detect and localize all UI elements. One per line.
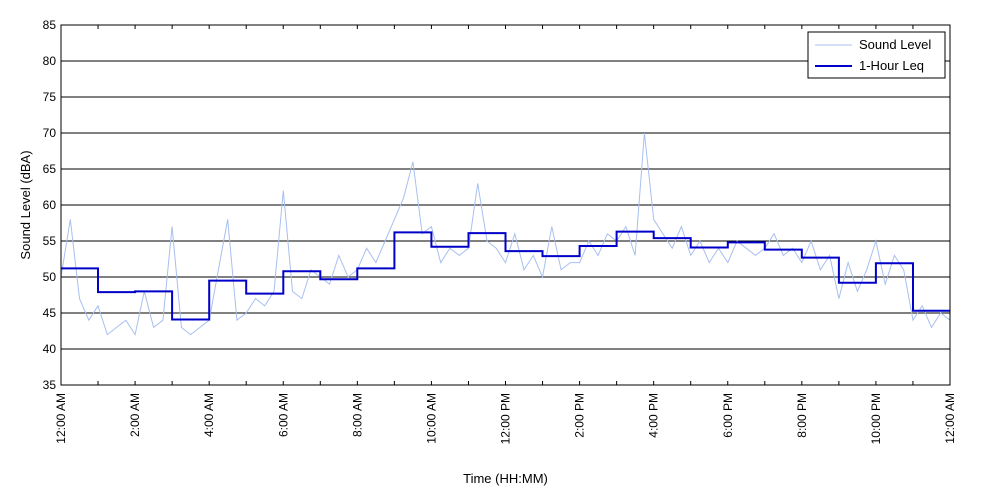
y-tick-label-65: 65 [43, 162, 57, 176]
x-axis-ticks: 12:00 AM 2:00 AM 4:00 AM 6:00 AM 8:00 AM 10:0… [54, 25, 957, 444]
y-axis-ticks: 35 40 45 50 55 60 65 70 75 80 85 [43, 18, 65, 392]
y-tick-label-50: 50 [43, 270, 57, 284]
legend-label-sound-level: Sound Level [859, 37, 931, 52]
y-tick-label-35: 35 [43, 378, 57, 392]
x-tick-label-18: 6:00 PM [721, 393, 735, 438]
x-axis-label: Time (HH:MM) [463, 471, 548, 486]
x-tick-label-6: 6:00 AM [276, 393, 290, 437]
y-tick-label-85: 85 [43, 18, 57, 32]
series-line-1-hour-leq [61, 230, 950, 321]
x-tick-label-14: 2:00 PM [573, 393, 587, 438]
gridlines [61, 60, 950, 350]
legend-box [807, 31, 946, 79]
x-tick-label-2: 2:00 AM [128, 393, 142, 437]
y-tick-label-80: 80 [43, 54, 57, 68]
x-tick-label-24: 12:00 AM [943, 393, 957, 444]
y-tick-label-60: 60 [43, 198, 57, 212]
x-tick-label-10: 10:00 AM [424, 393, 438, 444]
x-tick-label-16: 4:00 PM [647, 393, 661, 438]
x-tick-label-12: 12:00 PM [499, 393, 513, 444]
legend-label-1-hour-leq: 1-Hour Leq [859, 58, 924, 73]
y-tick-label-55: 55 [43, 234, 57, 248]
x-tick-label-4: 4:00 AM [202, 393, 216, 437]
x-tick-label-22: 10:00 PM [869, 393, 883, 444]
x-tick-label-8: 8:00 AM [350, 393, 364, 437]
legend: Sound Level 1-Hour Leq [807, 31, 946, 79]
x-tick-label-20: 8:00 PM [795, 393, 809, 438]
y-axis-label: Sound Level (dBA) [18, 150, 33, 259]
x-tick-label-0: 12:00 AM [54, 393, 68, 444]
y-tick-label-40: 40 [43, 342, 57, 356]
series-layer [60, 132, 951, 336]
y-tick-label-75: 75 [43, 90, 57, 104]
y-tick-label-70: 70 [43, 126, 57, 140]
y-tick-label-45: 45 [43, 306, 57, 320]
